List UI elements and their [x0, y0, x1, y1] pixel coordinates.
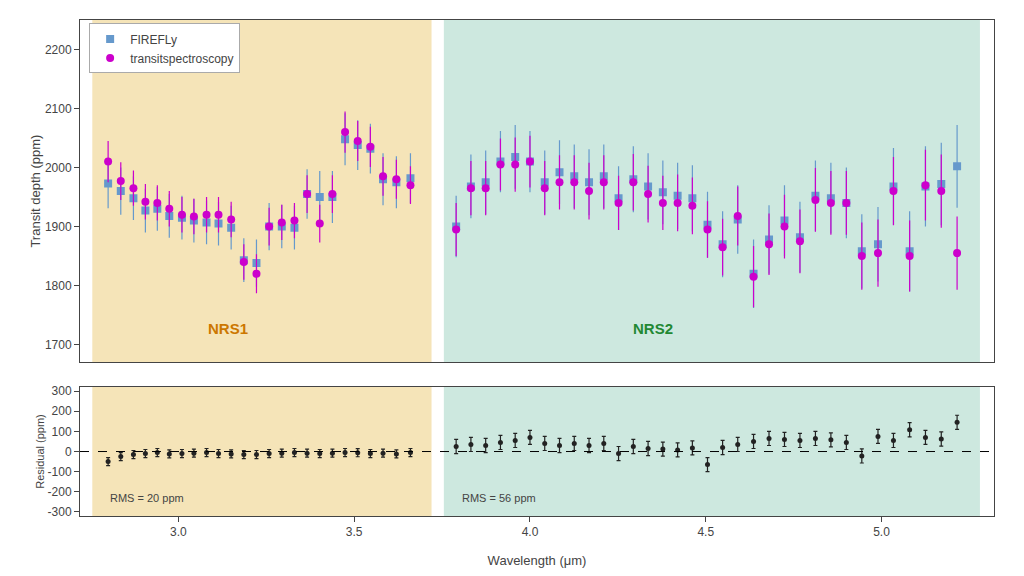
svg-text:Wavelength (μm): Wavelength (μm) [488, 553, 587, 568]
svg-text:4.0: 4.0 [522, 525, 539, 539]
svg-text:200: 200 [52, 404, 72, 418]
svg-text:transitspectroscopy: transitspectroscopy [130, 52, 233, 66]
svg-text:FIREFLy: FIREFLy [130, 33, 177, 47]
svg-text:3.0: 3.0 [170, 525, 187, 539]
svg-text:0: 0 [65, 445, 72, 459]
svg-text:Residual (ppm): Residual (ppm) [34, 414, 46, 489]
svg-text:-300: -300 [48, 505, 72, 519]
svg-text:1900: 1900 [45, 220, 72, 234]
svg-text:1800: 1800 [45, 279, 72, 293]
svg-text:NRS2: NRS2 [633, 320, 673, 337]
svg-text:Transit depth (ppm): Transit depth (ppm) [28, 135, 43, 248]
svg-text:RMS = 56 ppm: RMS = 56 ppm [462, 492, 536, 504]
svg-text:-200: -200 [48, 485, 72, 499]
svg-text:3.5: 3.5 [346, 525, 363, 539]
svg-text:2100: 2100 [45, 102, 72, 116]
svg-text:2200: 2200 [45, 43, 72, 57]
svg-text:-100: -100 [48, 465, 72, 479]
svg-text:5.0: 5.0 [873, 525, 890, 539]
svg-text:300: 300 [52, 384, 72, 398]
svg-text:100: 100 [52, 425, 72, 439]
svg-text:2000: 2000 [45, 161, 72, 175]
svg-text:1700: 1700 [45, 338, 72, 352]
svg-text:4.5: 4.5 [697, 525, 714, 539]
svg-text:NRS1: NRS1 [208, 320, 248, 337]
svg-text:RMS = 20 ppm: RMS = 20 ppm [110, 492, 184, 504]
